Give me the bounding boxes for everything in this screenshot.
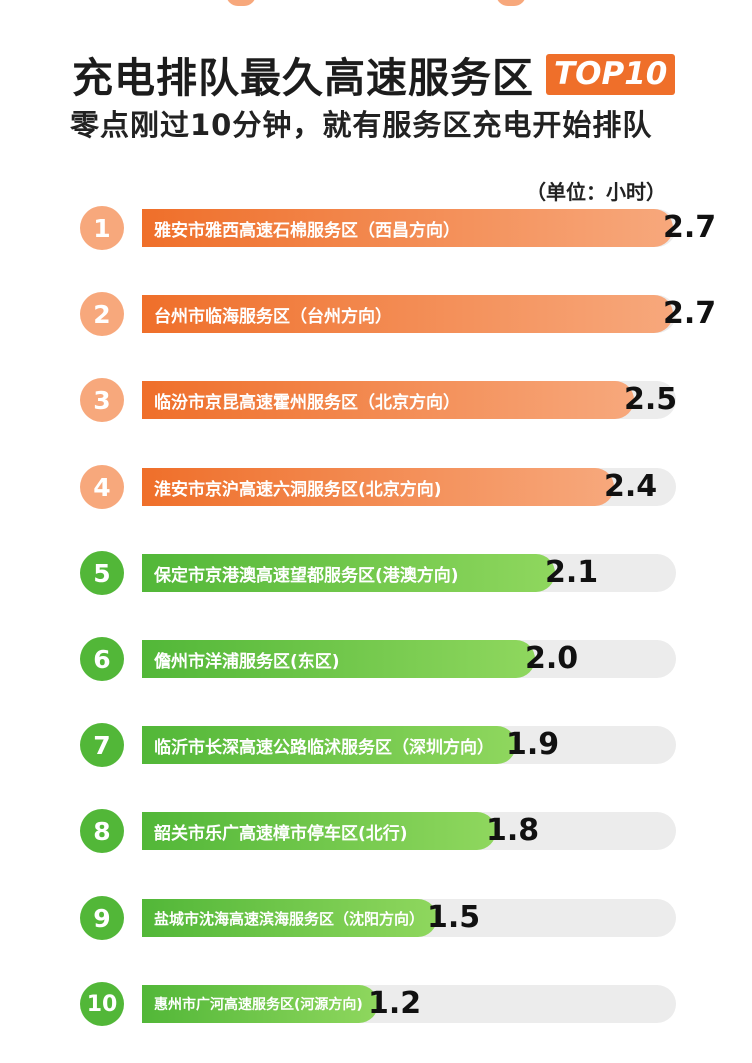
rank-badge: 3 xyxy=(80,378,124,422)
bar: 临沂市长深高速公路临沭服务区（深圳方向） xyxy=(142,726,516,764)
bar-label: 淮安市京沪高速六洞服务区(北京方向) xyxy=(154,479,442,500)
bar-label: 韶关市乐广高速樟市停车区(北行) xyxy=(154,823,408,844)
bar-label: 台州市临海服务区（台州方向） xyxy=(154,306,392,327)
bar-label: 惠州市广河高速服务区(河源方向) xyxy=(154,997,363,1013)
rank-badge: 1 xyxy=(80,206,124,250)
bar: 淮安市京沪高速六洞服务区(北京方向) xyxy=(142,468,614,506)
bar-label: 临汾市京昆高速霍州服务区（北京方向） xyxy=(154,392,460,413)
chart-row: 6 儋州市洋浦服务区(东区) 2.0 xyxy=(80,634,680,684)
top10-badge: TOP10 xyxy=(546,53,676,95)
chart-row: 4 淮安市京沪高速六洞服务区(北京方向) 2.4 xyxy=(80,462,680,512)
bar: 盐城市沈海高速滨海服务区（沈阳方向） xyxy=(142,899,437,937)
top-decoration-right xyxy=(496,0,526,6)
rank-badge: 7 xyxy=(80,723,124,767)
page-subtitle: 零点刚过10分钟，就有服务区充电开始排队 xyxy=(70,108,653,142)
bar: 韶关市乐广高速樟市停车区(北行) xyxy=(142,812,496,850)
bar-label: 保定市京港澳高速望都服务区(港澳方向) xyxy=(154,565,459,586)
chart-row: 1 雅安市雅西高速石棉服务区（西昌方向） 2.7 xyxy=(80,203,716,253)
bar: 惠州市广河高速服务区(河源方向) xyxy=(142,985,378,1023)
rank-badge: 6 xyxy=(80,637,124,681)
value-label: 2.0 xyxy=(525,641,579,676)
rank-badge: 9 xyxy=(80,896,124,940)
value-label: 2.4 xyxy=(604,469,658,504)
rank-badge: 4 xyxy=(80,465,124,509)
bar-label: 儋州市洋浦服务区(东区) xyxy=(154,651,340,672)
rank-badge: 2 xyxy=(80,292,124,336)
rank-badge: 8 xyxy=(80,809,124,853)
rank-badge: 5 xyxy=(80,551,124,595)
bar-label: 临沂市长深高速公路临沭服务区（深圳方向） xyxy=(154,737,494,758)
chart-row: 2 台州市临海服务区（台州方向） 2.7 xyxy=(80,289,716,339)
value-label: 2.5 xyxy=(624,382,678,417)
bar: 临汾市京昆高速霍州服务区（北京方向） xyxy=(142,381,634,419)
chart-row: 5 保定市京港澳高速望都服务区(港澳方向) 2.1 xyxy=(80,548,680,598)
value-label: 2.7 xyxy=(663,296,717,331)
chart-row: 3 临汾市京昆高速霍州服务区（北京方向） 2.5 xyxy=(80,375,680,425)
chart-row: 7 临沂市长深高速公路临沭服务区（深圳方向） 1.9 xyxy=(80,720,680,770)
title-row: 充电排队最久高速服务区 TOP10 xyxy=(72,48,676,102)
bar-label: 盐城市沈海高速滨海服务区（沈阳方向） xyxy=(154,909,425,928)
bar: 保定市京港澳高速望都服务区(港澳方向) xyxy=(142,554,555,592)
unit-label: （单位：小时） xyxy=(526,180,666,204)
bar-label: 雅安市雅西高速石棉服务区（西昌方向） xyxy=(154,220,460,241)
value-label: 1.2 xyxy=(368,986,422,1021)
page-title: 充电排队最久高速服务区 xyxy=(72,54,534,102)
top-decoration-left xyxy=(226,0,256,6)
chart-row: 10 惠州市广河高速服务区(河源方向) 1.2 xyxy=(80,979,680,1029)
rank-badge: 10 xyxy=(80,982,124,1026)
bar: 儋州市洋浦服务区(东区) xyxy=(142,640,535,678)
chart-row: 8 韶关市乐广高速樟市停车区(北行) 1.8 xyxy=(80,806,680,856)
value-label: 1.9 xyxy=(506,727,560,762)
bar: 雅安市雅西高速石棉服务区（西昌方向） xyxy=(142,209,673,247)
value-label: 2.1 xyxy=(545,555,599,590)
value-label: 1.5 xyxy=(427,900,481,935)
bar: 台州市临海服务区（台州方向） xyxy=(142,295,673,333)
chart-row: 9 盐城市沈海高速滨海服务区（沈阳方向） 1.5 xyxy=(80,893,680,943)
value-label: 2.7 xyxy=(663,210,717,245)
value-label: 1.8 xyxy=(486,813,540,848)
